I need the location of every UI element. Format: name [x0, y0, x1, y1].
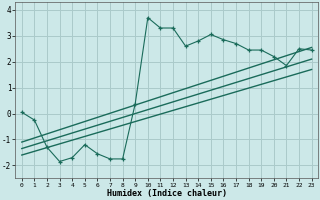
X-axis label: Humidex (Indice chaleur): Humidex (Indice chaleur) [107, 189, 227, 198]
